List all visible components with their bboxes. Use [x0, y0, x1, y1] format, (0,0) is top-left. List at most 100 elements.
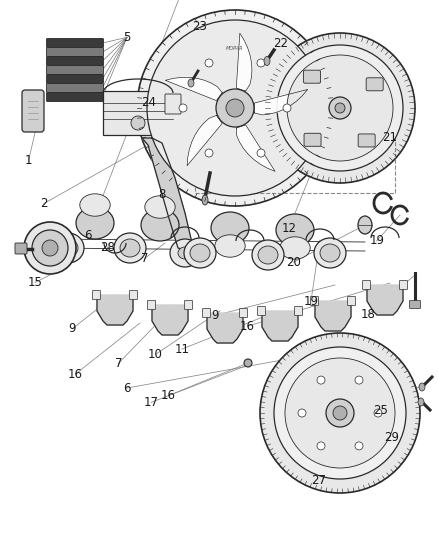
Ellipse shape: [76, 207, 114, 239]
Ellipse shape: [216, 89, 254, 127]
Ellipse shape: [264, 56, 270, 66]
FancyBboxPatch shape: [46, 93, 103, 101]
Ellipse shape: [317, 376, 325, 384]
Polygon shape: [207, 313, 243, 343]
Ellipse shape: [179, 104, 187, 112]
Text: 9: 9: [68, 322, 76, 335]
FancyBboxPatch shape: [358, 134, 375, 147]
Ellipse shape: [280, 237, 310, 259]
Ellipse shape: [131, 116, 145, 130]
FancyBboxPatch shape: [130, 290, 138, 300]
Polygon shape: [187, 115, 222, 166]
FancyBboxPatch shape: [311, 296, 318, 305]
FancyBboxPatch shape: [184, 301, 192, 310]
FancyBboxPatch shape: [46, 75, 103, 84]
Ellipse shape: [329, 97, 351, 119]
Ellipse shape: [52, 233, 84, 263]
Ellipse shape: [226, 99, 244, 117]
FancyBboxPatch shape: [304, 133, 321, 146]
Polygon shape: [315, 301, 351, 331]
Ellipse shape: [335, 103, 345, 113]
Ellipse shape: [211, 212, 249, 244]
Ellipse shape: [252, 240, 284, 270]
FancyBboxPatch shape: [165, 94, 181, 114]
Ellipse shape: [178, 247, 192, 259]
Ellipse shape: [285, 358, 395, 468]
Text: 24: 24: [141, 96, 156, 109]
Text: 17: 17: [144, 396, 159, 409]
Ellipse shape: [215, 235, 245, 257]
Text: 8: 8: [159, 188, 166, 201]
Ellipse shape: [298, 409, 306, 417]
Ellipse shape: [120, 239, 140, 257]
Text: 9: 9: [211, 309, 219, 322]
Text: 16: 16: [161, 389, 176, 402]
Polygon shape: [236, 33, 252, 91]
FancyBboxPatch shape: [46, 66, 103, 75]
Text: 19: 19: [304, 295, 318, 308]
Ellipse shape: [32, 230, 68, 266]
Ellipse shape: [326, 399, 354, 427]
Ellipse shape: [184, 238, 216, 268]
Ellipse shape: [374, 409, 382, 417]
Text: 18: 18: [360, 308, 375, 321]
Polygon shape: [236, 125, 275, 172]
Ellipse shape: [358, 216, 372, 234]
FancyBboxPatch shape: [92, 290, 100, 300]
Ellipse shape: [188, 79, 194, 87]
FancyBboxPatch shape: [46, 56, 103, 66]
Ellipse shape: [355, 376, 363, 384]
Ellipse shape: [276, 214, 314, 246]
FancyBboxPatch shape: [46, 84, 103, 93]
Ellipse shape: [202, 195, 208, 205]
Ellipse shape: [190, 244, 210, 262]
Ellipse shape: [170, 239, 200, 267]
FancyBboxPatch shape: [399, 280, 407, 289]
Ellipse shape: [419, 383, 425, 391]
FancyBboxPatch shape: [103, 91, 173, 135]
Ellipse shape: [265, 33, 415, 183]
Ellipse shape: [58, 239, 78, 257]
Polygon shape: [97, 295, 133, 325]
Text: 16: 16: [68, 368, 83, 381]
Ellipse shape: [258, 246, 278, 264]
Ellipse shape: [314, 238, 346, 268]
Ellipse shape: [114, 233, 146, 263]
Text: 1: 1: [25, 155, 32, 167]
Text: 12: 12: [282, 222, 297, 235]
FancyBboxPatch shape: [258, 306, 265, 316]
Text: 27: 27: [311, 474, 326, 487]
FancyBboxPatch shape: [363, 280, 371, 289]
Ellipse shape: [333, 406, 347, 420]
Ellipse shape: [147, 20, 323, 196]
Text: 21: 21: [382, 131, 397, 144]
Polygon shape: [254, 90, 307, 115]
Text: 11: 11: [174, 343, 189, 356]
FancyBboxPatch shape: [410, 301, 420, 309]
Ellipse shape: [244, 359, 252, 367]
FancyBboxPatch shape: [202, 309, 211, 318]
Text: 25: 25: [373, 404, 388, 417]
Ellipse shape: [80, 194, 110, 216]
Ellipse shape: [42, 240, 58, 256]
Text: 2: 2: [40, 197, 48, 210]
Text: 22: 22: [273, 37, 288, 50]
Ellipse shape: [287, 55, 393, 161]
Ellipse shape: [141, 209, 179, 241]
FancyBboxPatch shape: [46, 38, 103, 47]
Ellipse shape: [260, 333, 420, 493]
Text: 10: 10: [148, 348, 163, 361]
Ellipse shape: [283, 104, 291, 112]
FancyBboxPatch shape: [148, 301, 155, 310]
Text: MOPAR: MOPAR: [226, 45, 244, 51]
Text: 19: 19: [369, 235, 384, 247]
Ellipse shape: [257, 59, 265, 67]
FancyBboxPatch shape: [22, 90, 44, 132]
Text: 15: 15: [28, 276, 42, 289]
Text: 16: 16: [240, 320, 255, 333]
FancyBboxPatch shape: [366, 78, 383, 91]
FancyBboxPatch shape: [15, 243, 27, 254]
Ellipse shape: [355, 442, 363, 450]
Text: 28: 28: [100, 241, 115, 254]
Polygon shape: [262, 311, 298, 341]
